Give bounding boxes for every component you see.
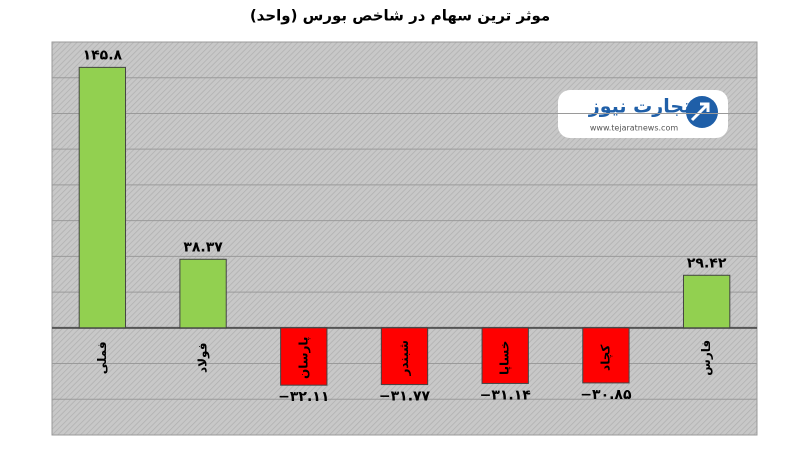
x-tick-label: فولاد <box>196 343 211 373</box>
watermark-name: تجارت نیوز <box>588 96 691 118</box>
value-label: ۲۹.۴۲ <box>687 255 727 271</box>
x-tick-label: کچاد <box>598 345 612 371</box>
watermark-url: www.tejaratnews.com <box>590 124 678 133</box>
chart-title: موثر ترین سهام در شاخص بورس (واحد) <box>250 7 550 25</box>
bar <box>179 258 227 329</box>
bar <box>380 327 429 386</box>
value-label: ۳۸.۳۷ <box>183 239 223 255</box>
value-label: −۳۲.۱۱ <box>278 389 329 405</box>
x-tick-label: فملی <box>95 341 109 374</box>
bar <box>280 327 328 386</box>
watermark: تجارت نیوز www.tejaratnews.com <box>558 90 728 138</box>
bar <box>481 327 529 384</box>
watermark-box <box>558 90 728 138</box>
x-tick-label: پارسان <box>296 337 310 379</box>
x-tick-label: فارس <box>699 340 713 376</box>
value-label: −۳۱.۷۷ <box>379 389 431 405</box>
bar <box>78 66 127 329</box>
x-tick-label: شبندر <box>397 340 411 376</box>
value-label: −۳۰.۸۵ <box>580 387 632 403</box>
bar <box>682 274 731 329</box>
x-tick-label: خساپا <box>498 341 512 375</box>
value-label: −۳۱.۱۴ <box>480 387 532 403</box>
bar <box>582 327 630 384</box>
value-label: ۱۴۵.۸ <box>83 47 123 63</box>
